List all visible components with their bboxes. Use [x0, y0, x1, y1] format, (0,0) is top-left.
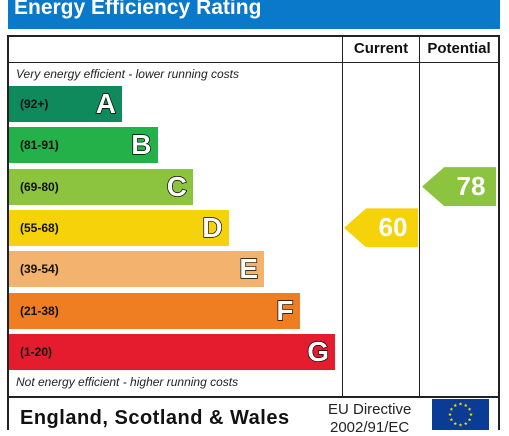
eu-star-icon: [458, 423, 463, 427]
band-range-label: (69-80): [20, 179, 59, 194]
eu-star-icon: [453, 403, 458, 407]
band-letter: F: [276, 294, 295, 326]
eu-star-icon: [458, 402, 463, 406]
band-range-label: (21-38): [20, 303, 59, 318]
band-letter: D: [202, 211, 224, 243]
band-e: (39-54) E: [9, 251, 264, 288]
current-rating-arrow: 60: [344, 208, 418, 248]
eu-star-icon: [449, 417, 454, 422]
band-letter: A: [95, 87, 117, 119]
note-inefficient: Not energy efficient - higher running co…: [16, 375, 239, 389]
current-rating-value: 60: [378, 212, 408, 243]
chart-title: Energy Efficiency Rating: [14, 0, 262, 19]
band-range-label: (81-91): [20, 138, 59, 153]
band-range-label: (92+): [20, 97, 49, 111]
band-range-label: (1-20): [20, 344, 53, 359]
eu-star-icon: [467, 407, 472, 411]
potential-rating-arrow: 78: [422, 167, 496, 207]
band-letter: B: [131, 129, 153, 161]
band-f: (21-38) F: [9, 292, 300, 329]
eu-star-icon: [469, 412, 473, 417]
eu-star-icon: [463, 421, 468, 426]
eu-star-icon: [453, 421, 458, 426]
band-b: (81-91) B: [9, 127, 158, 164]
band-range-label: (55-68): [20, 220, 59, 235]
eu-star-icon: [449, 407, 454, 411]
band-range-label: (39-54): [20, 262, 59, 277]
band-letter: G: [307, 335, 330, 367]
band-letter: E: [239, 252, 259, 285]
eu-directive-line2: 2002/91/EC: [330, 419, 410, 436]
note-efficient: Very energy efficient - lower running co…: [16, 67, 239, 81]
title-bar: [8, 0, 500, 29]
header-potential: Potential: [427, 40, 491, 57]
eu-star-icon: [467, 417, 472, 422]
band-a: (92+) A: [9, 86, 122, 122]
band-d: (55-68) D: [9, 209, 229, 246]
band-g: (1-20) G: [9, 333, 335, 370]
eu-flag-icon: [432, 399, 489, 430]
band-letter: C: [166, 170, 188, 202]
potential-rating-value: 78: [456, 171, 486, 202]
footer-country: England, Scotland & Wales: [20, 407, 290, 429]
header-current: Current: [353, 40, 409, 57]
eu-directive-line1: EU Directive: [328, 401, 412, 418]
band-c: (69-80) C: [9, 168, 193, 205]
eu-star-icon: [463, 403, 468, 407]
eu-star-icon: [448, 412, 452, 417]
